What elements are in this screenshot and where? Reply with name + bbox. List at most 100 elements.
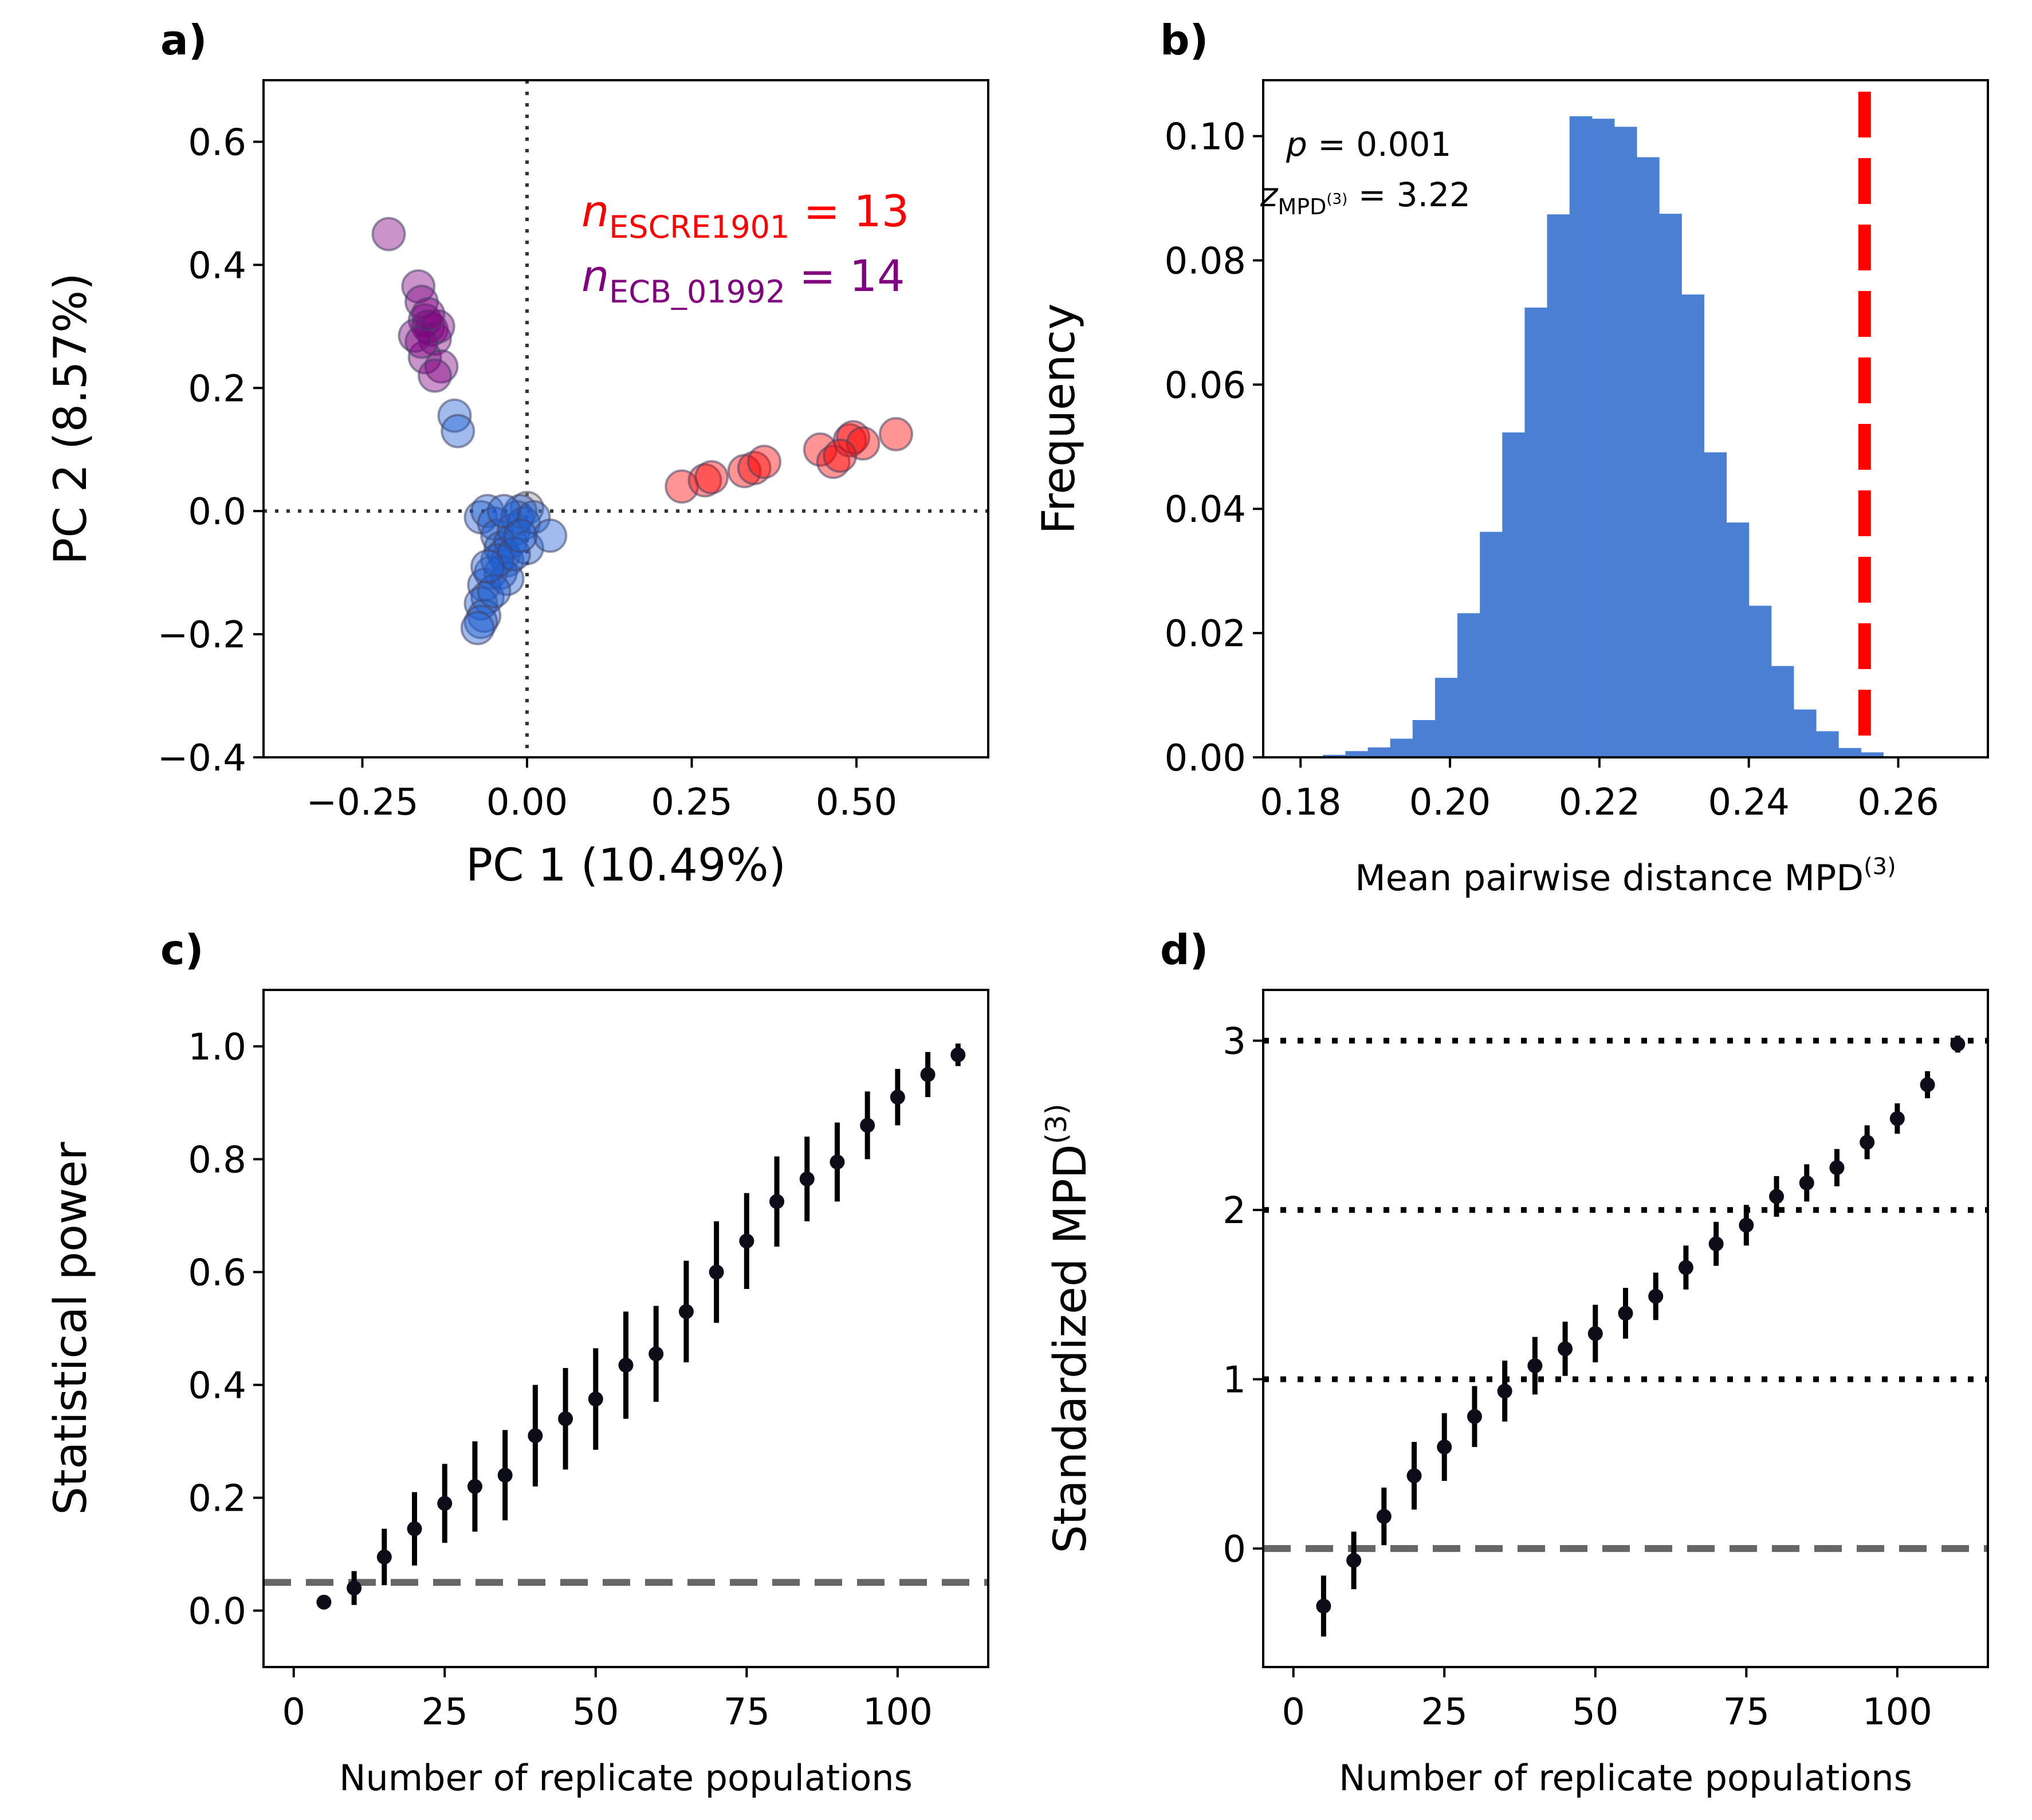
- histogram-bar: [1861, 752, 1884, 757]
- x-tick-label: 0.18: [1260, 781, 1342, 824]
- histogram-bar: [1502, 432, 1525, 757]
- scatter-point: [441, 414, 475, 449]
- histogram-bar: [1434, 678, 1458, 757]
- y-tick-label: 2: [1223, 1190, 1246, 1232]
- scatter-point: [879, 416, 913, 451]
- mean-point: [1739, 1217, 1754, 1233]
- scatter-point: [371, 217, 406, 251]
- scatter-point: [694, 460, 729, 495]
- scatter-point: [486, 494, 521, 529]
- x-tick-label: 0: [282, 1691, 305, 1733]
- annotation-p-value: p = 0.001: [1286, 125, 1451, 164]
- histogram-bar: [1390, 738, 1413, 757]
- x-axis-label: Mean pairwise distance MPD(3): [1355, 854, 1896, 899]
- annotation-n-ecb01992-part: ECB_01992: [609, 274, 785, 310]
- y-tick-label: 1: [1223, 1359, 1246, 1402]
- mean-point: [497, 1468, 513, 1483]
- scatter-point: [823, 438, 858, 473]
- mean-point: [528, 1428, 543, 1444]
- panel-c: 0 25 50 75 100 0.0 0.2 0.4 0.6 0.8 1.0 Number of re…: [45, 926, 989, 1799]
- y-axis-label: Statistical power: [45, 1141, 97, 1515]
- mean-point: [890, 1090, 905, 1105]
- y-axis-label-part: (3): [1040, 1104, 1073, 1145]
- histogram-bar: [1771, 666, 1794, 757]
- mean-point: [1648, 1288, 1664, 1304]
- annotation-n-escre1901-part: n: [581, 186, 609, 237]
- y-tick-label: 0.04: [1165, 489, 1247, 531]
- axes-frame: [1262, 79, 1989, 758]
- histogram-bar: [1748, 606, 1772, 757]
- histogram-bar: [1457, 613, 1480, 757]
- y-axis-label: Frequency: [1033, 304, 1085, 534]
- annotation-n-ecb01992: nECB_01992 = 14: [581, 250, 905, 310]
- scatter-point: [404, 324, 439, 359]
- mean-point: [316, 1594, 332, 1610]
- y-axis-label: Standardized MPD(3): [1040, 1104, 1096, 1554]
- mean-point: [376, 1549, 392, 1565]
- x-tick-label: 0.20: [1409, 781, 1491, 824]
- y-axis-label-part: Standardized MPD: [1045, 1144, 1096, 1553]
- y-tick-label: 0.0: [188, 1591, 246, 1633]
- histogram-bar: [1726, 522, 1750, 757]
- histogram-bar: [1547, 214, 1570, 757]
- x-axis-label: PC 1 (10.49%): [466, 840, 786, 891]
- mean-point: [648, 1346, 664, 1362]
- mean-point: [1376, 1509, 1392, 1524]
- y-tick-label: 1.0: [188, 1027, 246, 1069]
- y-tick-label: 0: [1223, 1528, 1246, 1571]
- annotation-n-escre1901: nESCRE1901 = 13: [581, 186, 909, 245]
- mean-point: [769, 1194, 785, 1209]
- y-tick-label: 3: [1223, 1021, 1246, 1063]
- mean-point: [588, 1391, 603, 1407]
- scatter-point: [398, 318, 433, 353]
- mean-point: [1346, 1552, 1362, 1568]
- x-tick-label: 100: [1862, 1691, 1932, 1733]
- x-tick-label: 25: [1421, 1691, 1468, 1733]
- histogram-bar: [1704, 452, 1727, 757]
- x-tick-label: 0.26: [1857, 781, 1939, 824]
- scatter-point: [460, 611, 495, 646]
- axes-frame: [1262, 989, 1989, 1668]
- mean-point: [1708, 1236, 1724, 1252]
- x-axis-label: Number of replicate populations: [1339, 1757, 1912, 1799]
- scatter-point: [503, 518, 538, 553]
- scatter-point: [836, 420, 871, 455]
- x-tick-label: 25: [422, 1691, 468, 1733]
- y-tick-label: 0.6: [188, 1252, 246, 1295]
- annotation-n-escre1901-part: = 13: [789, 186, 909, 237]
- mean-point: [1889, 1111, 1905, 1126]
- scatter-point: [463, 586, 498, 621]
- histogram-bar: [1681, 294, 1704, 757]
- histogram-bar: [1637, 157, 1660, 757]
- panel-label: c): [160, 926, 204, 974]
- x-tick-label: 100: [863, 1691, 933, 1733]
- histogram-bar: [1816, 731, 1839, 757]
- y-tick-label: 0.0: [188, 491, 246, 533]
- x-tick-label: 50: [572, 1691, 619, 1733]
- y-tick-label: −0.2: [158, 614, 246, 657]
- histogram-bar: [1838, 748, 1861, 757]
- x-tick-label: 0.00: [486, 781, 568, 824]
- y-tick-label: 0.6: [188, 121, 246, 164]
- panel-label: b): [1160, 16, 1208, 64]
- y-tick-label: 0.2: [188, 368, 246, 410]
- mean-point: [1799, 1175, 1814, 1190]
- x-tick-label: 0.24: [1708, 781, 1790, 824]
- scatter-point: [737, 450, 772, 485]
- annotation-z-mpd-part: (3): [1326, 191, 1347, 208]
- mean-point: [678, 1304, 694, 1319]
- histogram-bar: [1614, 127, 1637, 757]
- mean-point: [799, 1171, 815, 1186]
- annotation-n-ecb01992-part: = 14: [785, 250, 905, 301]
- annotation-z-mpd-part: MPD: [1278, 194, 1326, 219]
- y-tick-label: 0.8: [188, 1139, 246, 1182]
- y-tick-label: 0.06: [1165, 364, 1247, 407]
- mean-point: [1316, 1598, 1331, 1614]
- histogram-bar: [1480, 532, 1503, 757]
- annotation-n-ecb01992-part: n: [581, 250, 609, 301]
- histogram-bar: [1345, 751, 1369, 757]
- annotation-n-escre1901-part: ESCRE1901: [609, 209, 789, 245]
- mean-point: [739, 1233, 754, 1249]
